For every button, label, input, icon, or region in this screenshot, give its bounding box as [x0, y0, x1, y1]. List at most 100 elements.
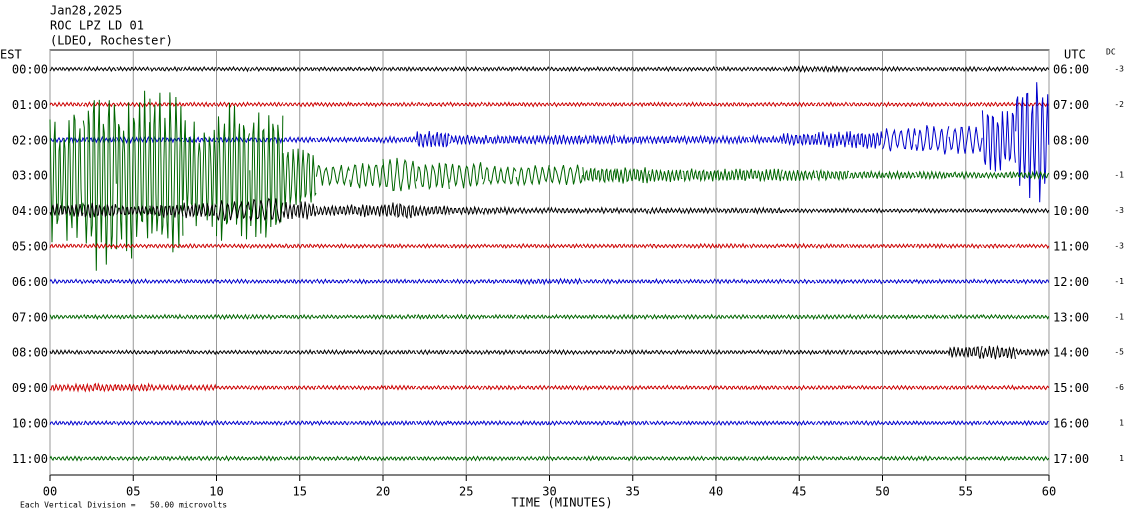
trace-segment [615, 101, 650, 108]
trace-segment [915, 242, 950, 250]
trace-segment [216, 136, 250, 144]
trace-segment [182, 313, 217, 320]
x-tick-label: 60 [1042, 485, 1056, 499]
trace-segment [216, 385, 250, 391]
trace-segment [449, 349, 484, 356]
trace-segment [782, 133, 817, 147]
trace-segment [615, 243, 650, 249]
trace-segment [882, 101, 916, 108]
trace-segment [648, 168, 683, 183]
trace-segment [282, 455, 317, 461]
trace-segment [149, 313, 184, 320]
trace-segment [283, 348, 317, 355]
est-label: 10:00 [12, 417, 48, 431]
trace-segment [815, 384, 850, 391]
trace-segment [83, 349, 117, 355]
est-label: 00:00 [12, 63, 48, 77]
trace-segment [748, 278, 783, 285]
trace-segment [582, 278, 617, 285]
trace-segment [915, 207, 950, 214]
trace-segment [682, 313, 717, 321]
trace-segment [782, 455, 816, 462]
trace-segment [549, 384, 583, 391]
trace-segment [948, 345, 983, 359]
trace-segment [749, 243, 783, 249]
trace-segment [1015, 419, 1049, 427]
trace-segment [283, 385, 317, 391]
trace-segment [648, 134, 683, 145]
trace-segment [515, 206, 550, 215]
trace-segment [615, 66, 650, 72]
trace-segment [182, 419, 217, 427]
utc-label: 06:00 [1053, 63, 1089, 77]
trace-segment [782, 419, 816, 427]
trace-segment [682, 420, 717, 426]
trace-segment [915, 278, 950, 285]
trace-segment [316, 348, 350, 356]
utc-label: 15:00 [1053, 381, 1089, 395]
trace-segment [815, 313, 850, 320]
title-line: (LDEO, Rochester) [50, 34, 173, 48]
trace-segment [349, 243, 384, 249]
trace-segment [915, 455, 950, 462]
trace-segment [49, 278, 84, 285]
trace-segment [116, 278, 150, 285]
trace-segment [249, 455, 284, 462]
trace-segment [815, 65, 850, 73]
trace-segment [182, 455, 217, 462]
trace-segment [382, 134, 417, 145]
x-tick-label: 45 [792, 485, 806, 499]
trace-segment [249, 385, 284, 391]
trace-segment [848, 384, 883, 391]
trace-segment [1015, 65, 1050, 73]
trace-segment [549, 66, 583, 73]
trace-segment [582, 167, 617, 184]
trace-segment [382, 384, 417, 391]
trace-segment [382, 419, 417, 427]
trace-segment [449, 243, 484, 249]
trace-segment [315, 455, 350, 462]
trace-segment [948, 207, 983, 214]
trace-segment [116, 382, 151, 392]
trace-segment [316, 135, 350, 144]
trace-segment [182, 242, 217, 249]
trace-segment [915, 66, 949, 72]
trace-segment [982, 243, 1016, 249]
trace-segment [615, 206, 650, 215]
trace-segment [116, 420, 151, 426]
trace-segment [682, 242, 717, 250]
trace-segment [182, 349, 217, 356]
trace-segment [49, 66, 84, 72]
trace-segment [249, 242, 284, 250]
utc-label: 13:00 [1053, 310, 1089, 324]
trace-segment [782, 349, 817, 356]
trace-segment [549, 456, 583, 462]
dc-label: -1 [1114, 171, 1124, 180]
trace-segment [515, 278, 550, 286]
trace-segment [515, 242, 550, 249]
trace-segment [515, 165, 550, 187]
trace-segment [749, 455, 783, 462]
trace-segment [648, 278, 683, 285]
trace-segment [648, 66, 683, 73]
trace-segment [116, 243, 151, 250]
trace-segment [815, 207, 850, 214]
trace-segment [615, 278, 650, 285]
trace-segment [415, 204, 450, 217]
trace-segment [349, 455, 384, 462]
trace-segment [782, 242, 816, 249]
trace-segment [715, 313, 750, 320]
trace-segment [782, 101, 816, 108]
trace-segment [315, 164, 350, 187]
trace-segment [316, 66, 350, 72]
trace-segment [282, 278, 317, 285]
trace-segment [615, 384, 650, 391]
trace-segment [815, 131, 850, 148]
utc-label: 10:00 [1053, 204, 1089, 218]
trace-segment [848, 278, 883, 285]
trace-segment [49, 382, 84, 393]
trace-segment [848, 349, 883, 356]
trace-segment [116, 314, 151, 320]
trace-segment [582, 349, 617, 356]
